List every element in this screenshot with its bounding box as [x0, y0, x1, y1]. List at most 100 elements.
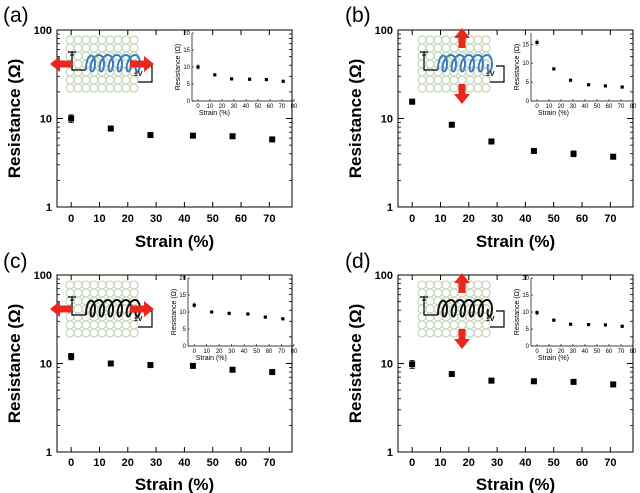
x-axis-title: Strain (%): [476, 475, 555, 493]
inset-data-point: [587, 322, 591, 327]
strain-schematic: ±V: [417, 273, 505, 349]
y-tick-label: 1: [387, 447, 393, 459]
inset-x-tick-label: 60: [606, 349, 613, 355]
voltage-label: ±V: [134, 316, 143, 323]
inset-x-tick-label: 30: [570, 349, 577, 355]
conductive-coil: [437, 54, 494, 73]
inset-x-tick-label: 30: [570, 104, 577, 110]
wire-left: [423, 297, 438, 316]
x-tick-label: 60: [576, 213, 588, 225]
x-tick-label: 60: [235, 213, 247, 225]
voltage-label: ±V: [486, 71, 495, 78]
y-axis-title: Resistance (Ω): [5, 59, 24, 178]
fabric-knit-row: [417, 280, 491, 290]
fabric-knit-row: [65, 43, 139, 53]
data-point: [488, 138, 495, 145]
x-tick-label: 10: [434, 457, 446, 469]
inset-x-tick-label: 60: [266, 349, 273, 355]
y-axis-title: Resistance (Ω): [346, 304, 365, 423]
inset-data-point: [620, 324, 624, 328]
inset-y-tick-label: 20: [522, 276, 529, 282]
x-tick-label: 40: [519, 213, 531, 225]
inset-x-tick-label: 80: [630, 104, 637, 110]
conductive-coil: [437, 299, 494, 318]
inset-y-tick-label: 0: [526, 344, 530, 350]
stretch-arrow-down: [454, 84, 470, 104]
inset-data-point: [552, 318, 556, 322]
x-tick-label: 50: [548, 213, 560, 225]
inset-data-point: [603, 84, 607, 88]
inset-data-point: [263, 315, 267, 319]
y-tick-label: 100: [375, 270, 393, 282]
data-point: [409, 98, 416, 105]
inset-data-point: [552, 67, 556, 71]
x-tick-label: 30: [491, 213, 503, 225]
inset-y-tick-label: 5: [526, 80, 530, 86]
x-tick-label: 70: [604, 213, 616, 225]
x-tick-label: 30: [150, 457, 162, 469]
x-tick-label: 20: [463, 213, 475, 225]
x-tick-label: 20: [463, 457, 475, 469]
x-tick-label: 20: [122, 213, 134, 225]
data-point: [448, 121, 455, 128]
inset-data-point: [620, 85, 624, 89]
panel-label: (c): [3, 250, 28, 273]
inset-data-point: [246, 312, 250, 316]
data-point: [269, 369, 276, 376]
inset-x-tick-label: 80: [630, 349, 637, 355]
data-point: [570, 150, 577, 157]
inset-x-tick-label: 40: [243, 104, 250, 110]
x-tick-label: 20: [122, 457, 134, 469]
inset-y-tick-label: 15: [179, 293, 186, 299]
strain-schematic: ±V: [50, 35, 154, 93]
stretch-arrow-up: [454, 28, 470, 48]
inset-y-tick-label: 10: [522, 310, 529, 316]
y-tick-label: 10: [40, 359, 52, 371]
inset-data-point: [230, 77, 234, 81]
data-point: [147, 362, 154, 369]
x-tick-label: 40: [178, 457, 190, 469]
inset-x-tick-label: 40: [582, 349, 589, 355]
inset-data-point: [227, 311, 231, 315]
x-tick-label: 0: [409, 457, 415, 469]
y-axis-title: Resistance (Ω): [5, 304, 24, 423]
wire-left: [423, 52, 438, 71]
inset-y-tick-label: 0: [187, 99, 191, 105]
fabric-knit-row: [65, 288, 139, 298]
x-tick-label: 0: [409, 213, 415, 225]
inset-x-tick-label: 70: [618, 104, 625, 110]
inset-y-tick-label: 10: [179, 310, 186, 316]
inset-x-tick-label: 20: [558, 104, 565, 110]
x-tick-label: 10: [434, 213, 446, 225]
inset-y-tick-label: 20: [179, 276, 186, 282]
y-tick-label: 10: [40, 114, 52, 126]
inset-x-tick-label: 0: [193, 349, 197, 355]
y-tick-label: 10: [381, 359, 393, 371]
inset-x-tick-label: 70: [279, 104, 286, 110]
fabric-knit-row: [65, 35, 139, 45]
inset-x-tick-label: 50: [594, 104, 601, 110]
x-tick-label: 70: [263, 213, 275, 225]
voltage-label: ±V: [486, 316, 495, 323]
conductive-coil: [85, 299, 142, 318]
fabric-knit-row: [417, 320, 491, 330]
panel-label: (b): [345, 4, 371, 27]
stretch-arrow-down: [454, 329, 470, 349]
x-tick-label: 50: [207, 213, 219, 225]
data-point: [229, 133, 236, 140]
inset-y-tick-label: 15: [522, 293, 529, 299]
data-point: [610, 153, 617, 160]
inset-data-point: [281, 79, 285, 83]
inset-y-tick-label: 5: [183, 327, 187, 333]
y-tick-label: 10: [381, 114, 393, 126]
inset-chart: 0 5 10 15 20 0 10 20 30 40 50 60 70 80 Strain (%) Resis…: [175, 31, 298, 117]
x-tick-label: 40: [178, 213, 190, 225]
y-tick-label: 1: [387, 202, 393, 214]
data-point: [107, 360, 114, 367]
inset-x-tick-label: 10: [207, 104, 214, 110]
inset-x-tick-label: 20: [216, 349, 223, 355]
